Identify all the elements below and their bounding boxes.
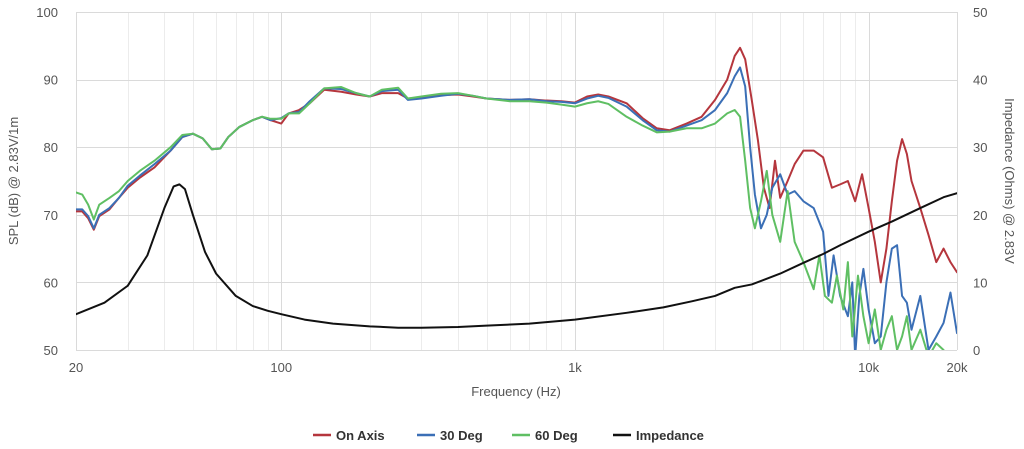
right-y-tick-label: 40 bbox=[973, 73, 987, 88]
x-tick-label: 10k bbox=[858, 360, 879, 375]
x-axis-ticks: 20 100 1k 10k 20k bbox=[69, 360, 968, 375]
legend-label: Impedance bbox=[636, 428, 704, 443]
legend-item-impedance[interactable]: Impedance bbox=[613, 428, 704, 443]
series-layer bbox=[76, 46, 957, 350]
right-y-tick-label: 10 bbox=[973, 275, 987, 290]
left-y-tick-label: 50 bbox=[44, 343, 58, 358]
series-line-30-deg bbox=[76, 66, 957, 350]
left-y-tick-label: 80 bbox=[44, 140, 58, 155]
series-line-60-deg bbox=[76, 86, 945, 350]
left-y-axis-ticks: 50 60 70 80 90 100 bbox=[36, 5, 58, 358]
left-y-tick-label: 60 bbox=[44, 275, 58, 290]
right-y-axis-ticks: 0 10 20 30 40 50 bbox=[973, 5, 987, 358]
left-y-axis-title: SPL (dB) @ 2.83V/1m bbox=[6, 117, 21, 245]
chart-grid bbox=[76, 12, 958, 351]
right-y-tick-label: 50 bbox=[973, 5, 987, 20]
left-y-tick-label: 90 bbox=[44, 73, 58, 88]
legend-item-60-deg[interactable]: 60 Deg bbox=[512, 428, 578, 443]
legend-label: On Axis bbox=[336, 428, 385, 443]
chart-legend: On Axis 30 Deg 60 Deg Impedance bbox=[313, 428, 704, 443]
right-y-axis-title: Impedance (Ohms) @ 2.83V bbox=[1002, 98, 1017, 264]
legend-label: 30 Deg bbox=[440, 428, 483, 443]
legend-item-30-deg[interactable]: 30 Deg bbox=[417, 428, 483, 443]
x-tick-label: 20k bbox=[947, 360, 968, 375]
series-line-impedance bbox=[76, 183, 957, 329]
x-tick-label: 100 bbox=[270, 360, 292, 375]
left-y-tick-label: 70 bbox=[44, 208, 58, 223]
x-tick-label: 1k bbox=[568, 360, 582, 375]
x-axis-title: Frequency (Hz) bbox=[471, 384, 561, 399]
right-y-tick-label: 30 bbox=[973, 140, 987, 155]
x-tick-label: 20 bbox=[69, 360, 83, 375]
right-y-tick-label: 0 bbox=[973, 343, 980, 358]
legend-item-on-axis[interactable]: On Axis bbox=[313, 428, 385, 443]
left-y-tick-label: 100 bbox=[36, 5, 58, 20]
right-y-tick-label: 20 bbox=[973, 208, 987, 223]
legend-label: 60 Deg bbox=[535, 428, 578, 443]
